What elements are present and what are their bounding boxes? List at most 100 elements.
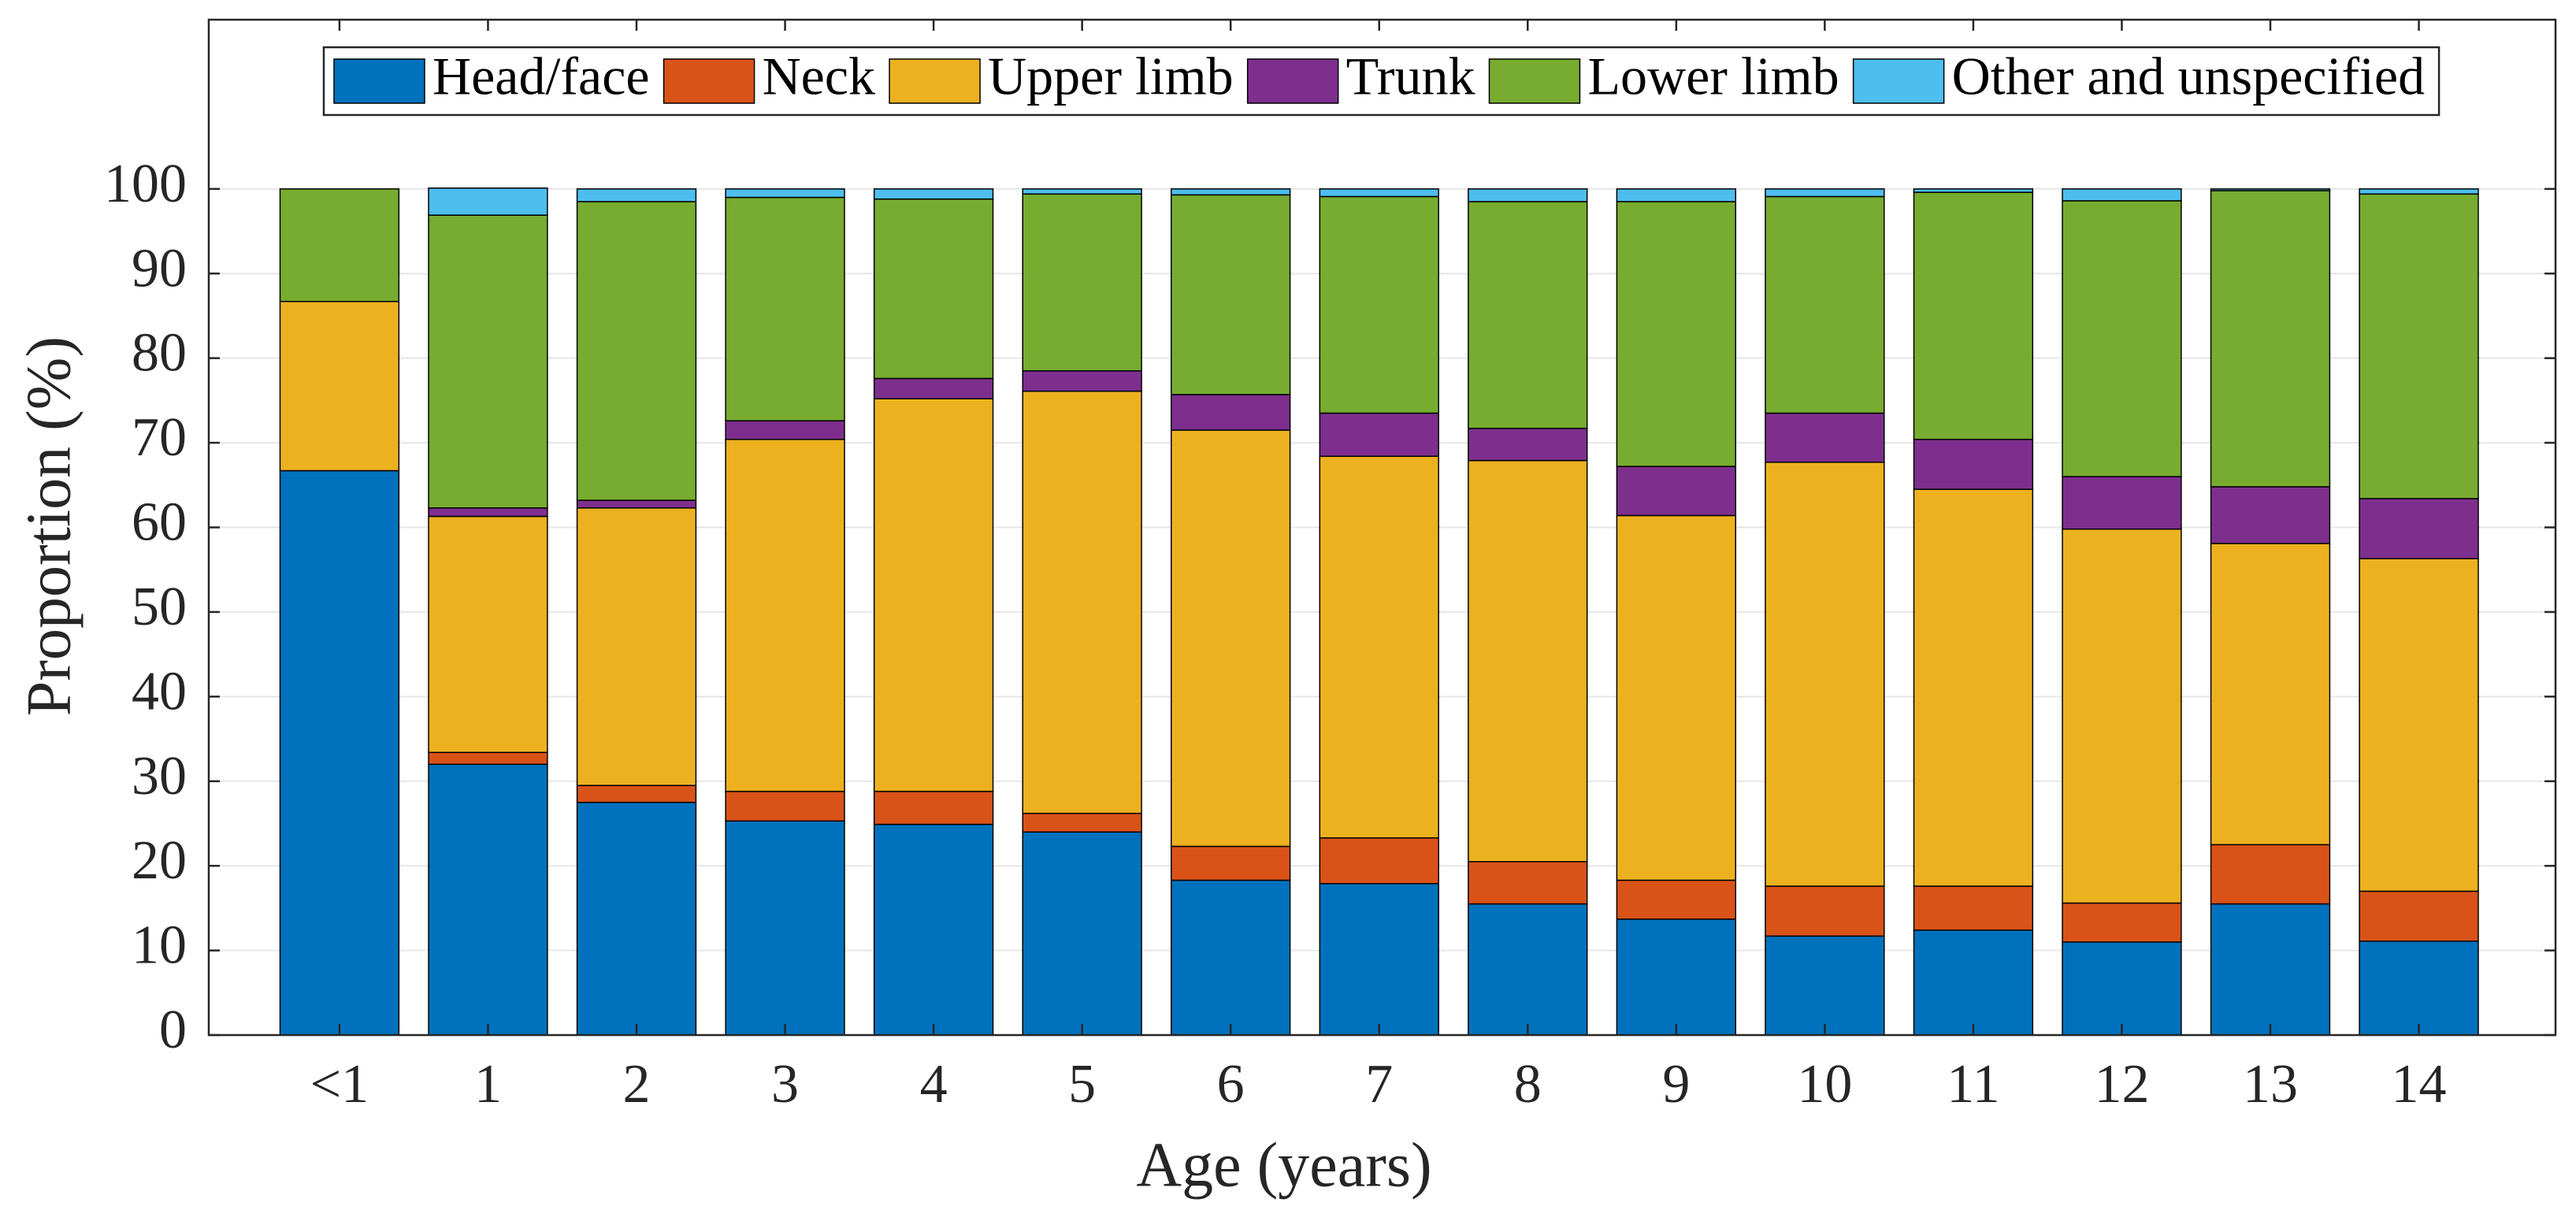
bar-segment (1765, 935, 1885, 1036)
bar-segment (2062, 528, 2182, 904)
bar-segment (725, 790, 845, 822)
bar-segment (576, 188, 697, 202)
bar-segment (1913, 488, 2034, 887)
y-axis-label: Proportion (%) (14, 336, 84, 716)
bar-segment (1319, 837, 1439, 885)
bar-segment (428, 214, 548, 509)
bar-segment (428, 187, 548, 216)
x-tick-label: 1 (474, 1054, 502, 1115)
y-tick-label: 30 (132, 746, 187, 807)
y-tick-label: 0 (159, 1000, 187, 1060)
bar-segment (873, 377, 994, 399)
bar-segment (1468, 188, 1588, 202)
bar-segment (576, 507, 697, 786)
bar-segment (1913, 188, 2034, 193)
bar-segment (1319, 412, 1439, 458)
bar-segment (1319, 882, 1439, 1036)
bar-segment (576, 785, 697, 803)
legend-label: Lower limb (1587, 46, 1839, 106)
bar-segment (1765, 885, 1885, 937)
x-tick-label: 6 (1217, 1054, 1245, 1115)
bar-segment (1468, 903, 1588, 1036)
bar-segment (873, 823, 994, 1036)
bar-segment (1171, 845, 1291, 881)
y-tick-label: 90 (132, 238, 187, 299)
bar-segment (576, 801, 697, 1036)
bar-segment (279, 300, 400, 472)
legend-swatch (1488, 58, 1581, 104)
bar-segment (1319, 455, 1439, 839)
legend-label: Head/face (432, 46, 650, 106)
bar-segment (725, 420, 845, 440)
y-tick-label: 40 (132, 661, 187, 722)
bar-segment (1171, 188, 1291, 196)
legend-swatch (333, 58, 425, 104)
x-tick-label: 5 (1068, 1054, 1096, 1115)
bar-segment (1171, 429, 1291, 848)
bar-segment (873, 188, 994, 200)
x-tick-label: 8 (1514, 1054, 1542, 1115)
bars (279, 187, 2479, 1036)
bar-segment (1171, 879, 1291, 1036)
bar-segment (725, 820, 845, 1036)
x-tick-label: 4 (920, 1054, 948, 1115)
bar-segment (1616, 201, 1736, 467)
x-tick-label: 2 (623, 1054, 651, 1115)
x-tick-label: 14 (2392, 1054, 2447, 1115)
bar-segment (428, 507, 548, 518)
bar-segment (1468, 428, 1588, 462)
bar-segment (725, 188, 845, 199)
bar-segment (1022, 812, 1142, 833)
bar-segment (1022, 390, 1142, 815)
bar-segment (2210, 844, 2331, 905)
bar-segment (1468, 201, 1588, 429)
bar-segment (1022, 193, 1142, 372)
x-tick-label: 3 (771, 1054, 799, 1115)
legend-swatch (663, 58, 755, 104)
bar-segment (1616, 879, 1736, 920)
bar-segment (1022, 831, 1142, 1036)
x-tick-label: 7 (1365, 1054, 1393, 1115)
bar-segment (1171, 394, 1291, 431)
x-tick-label: 10 (1797, 1054, 1852, 1115)
bar-segment (1913, 439, 2034, 490)
bar-segment (725, 196, 845, 421)
bar-segment (1765, 462, 1885, 887)
bar-segment (1022, 370, 1142, 392)
bar-segment (2359, 193, 2479, 499)
bar-segment (1616, 514, 1736, 881)
bar-segment (873, 790, 994, 826)
bar-segment (2062, 941, 2182, 1036)
bar-segment (2359, 890, 2479, 942)
legend-label: Neck (763, 46, 875, 106)
bar-segment (279, 469, 400, 1036)
bar-segment (428, 763, 548, 1036)
y-tick-label: 70 (132, 407, 187, 468)
bar-segment (2210, 486, 2331, 544)
y-tick-label: 80 (132, 323, 187, 384)
bar-segment (2210, 190, 2331, 488)
legend-label: Other and unspecified (1952, 46, 2425, 106)
bar-segment (2062, 188, 2182, 202)
bar-segment (2210, 903, 2331, 1036)
bar-segment (1022, 188, 1142, 195)
x-tick-label: 9 (1662, 1054, 1690, 1115)
bar-segment (1171, 194, 1291, 395)
y-tick-label: 20 (132, 830, 187, 891)
bar-segment (2062, 902, 2182, 943)
bar-segment (1319, 188, 1439, 198)
bar-segment (576, 499, 697, 509)
bar-segment (1765, 412, 1885, 463)
bar-segment (2359, 498, 2479, 559)
bar-segment (1468, 459, 1588, 863)
y-tick-label: 10 (132, 915, 187, 976)
y-tick-label: 100 (104, 154, 187, 214)
bar-segment (873, 398, 994, 792)
bar-segment (1616, 188, 1736, 202)
x-tick-label: 13 (2243, 1054, 2298, 1115)
legend-label: Trunk (1346, 46, 1475, 106)
legend-swatch (1852, 58, 1945, 104)
